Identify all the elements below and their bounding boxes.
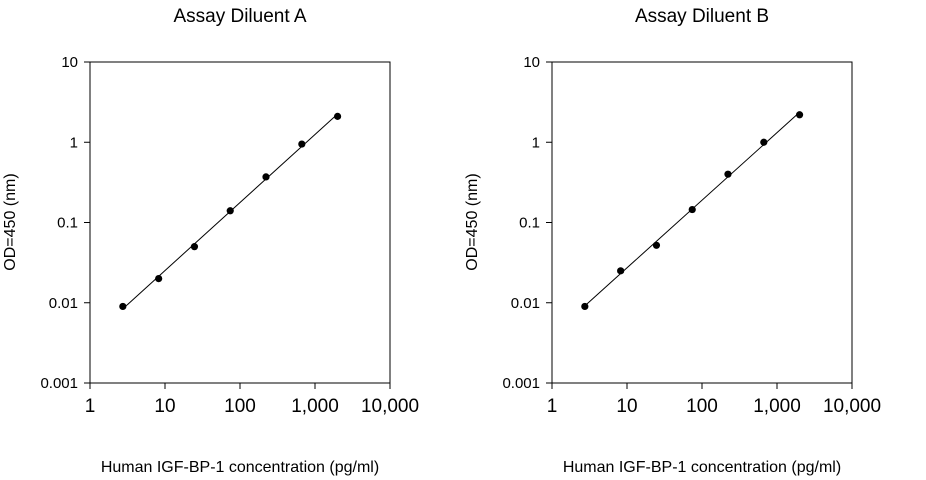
x-tick-label: 10 bbox=[154, 396, 175, 417]
y-ticks-b: 0.001 0.01 0.1 1 10 bbox=[502, 54, 552, 392]
data-point bbox=[581, 302, 589, 311]
data-point bbox=[155, 274, 163, 283]
y-tick-label: 1 bbox=[70, 134, 78, 151]
data-point bbox=[795, 111, 804, 119]
data-point bbox=[617, 267, 625, 275]
x-tick-label: 1,000 bbox=[291, 396, 339, 417]
chart-title-b: Assay Diluent B bbox=[635, 6, 769, 27]
x-tick-label: 10 bbox=[616, 396, 637, 417]
x-tick-label: 100 bbox=[686, 396, 718, 417]
x-tick-label: 1,000 bbox=[753, 396, 801, 417]
data-point bbox=[298, 140, 306, 148]
y-tick-label: 0.01 bbox=[49, 295, 78, 312]
x-tick-label: 1 bbox=[85, 396, 96, 417]
x-tick-label: 100 bbox=[224, 396, 256, 417]
plot-frame-b bbox=[551, 61, 853, 384]
data-point bbox=[652, 241, 661, 249]
y-tick-label: 0.001 bbox=[40, 375, 78, 392]
data-point bbox=[760, 138, 768, 146]
x-tick-label: 10,000 bbox=[361, 396, 419, 417]
chart-panel-b: Assay Diluent B 0.001 0.01 0.1 1 10 1 10 100 1,… bbox=[464, 6, 881, 476]
x-axis-label-a: Human IGF-BP-1 concentration (pg/ml) bbox=[101, 459, 379, 476]
data-points-a bbox=[119, 112, 342, 311]
y-tick-label: 10 bbox=[61, 54, 78, 71]
y-tick-label: 0.1 bbox=[57, 215, 78, 232]
y-tick-label: 0.001 bbox=[502, 375, 540, 392]
y-tick-label: 0.1 bbox=[519, 215, 540, 232]
y-ticks-a: 0.001 0.01 0.1 1 10 bbox=[40, 54, 90, 392]
x-tick-label: 1 bbox=[547, 396, 558, 417]
plot-frame-a bbox=[89, 61, 391, 384]
x-axis-label-b: Human IGF-BP-1 concentration (pg/ml) bbox=[563, 459, 841, 476]
y-tick-label: 10 bbox=[523, 54, 540, 71]
data-points-b bbox=[581, 111, 804, 311]
x-ticks-b: 1 10 100 1,000 10,000 bbox=[547, 383, 881, 417]
y-axis-label-b: OD=450 (nm) bbox=[464, 173, 481, 270]
data-point bbox=[724, 170, 732, 178]
chart-title-a: Assay Diluent A bbox=[173, 6, 306, 27]
data-point bbox=[262, 173, 270, 181]
y-tick-label: 1 bbox=[532, 134, 540, 151]
data-point bbox=[226, 207, 234, 215]
data-point bbox=[333, 112, 342, 120]
data-point bbox=[688, 205, 696, 214]
y-tick-label: 0.01 bbox=[511, 295, 540, 312]
chart-panel-a: Assay Diluent A 0.001 0.01 0.1 1 10 1 10 100 1,… bbox=[2, 6, 419, 476]
x-tick-label: 10,000 bbox=[823, 396, 881, 417]
data-point bbox=[190, 243, 199, 251]
x-ticks-a: 1 10 100 1,000 10,000 bbox=[85, 383, 419, 417]
data-point bbox=[119, 302, 127, 311]
y-axis-label-a: OD=450 (nm) bbox=[2, 173, 19, 270]
